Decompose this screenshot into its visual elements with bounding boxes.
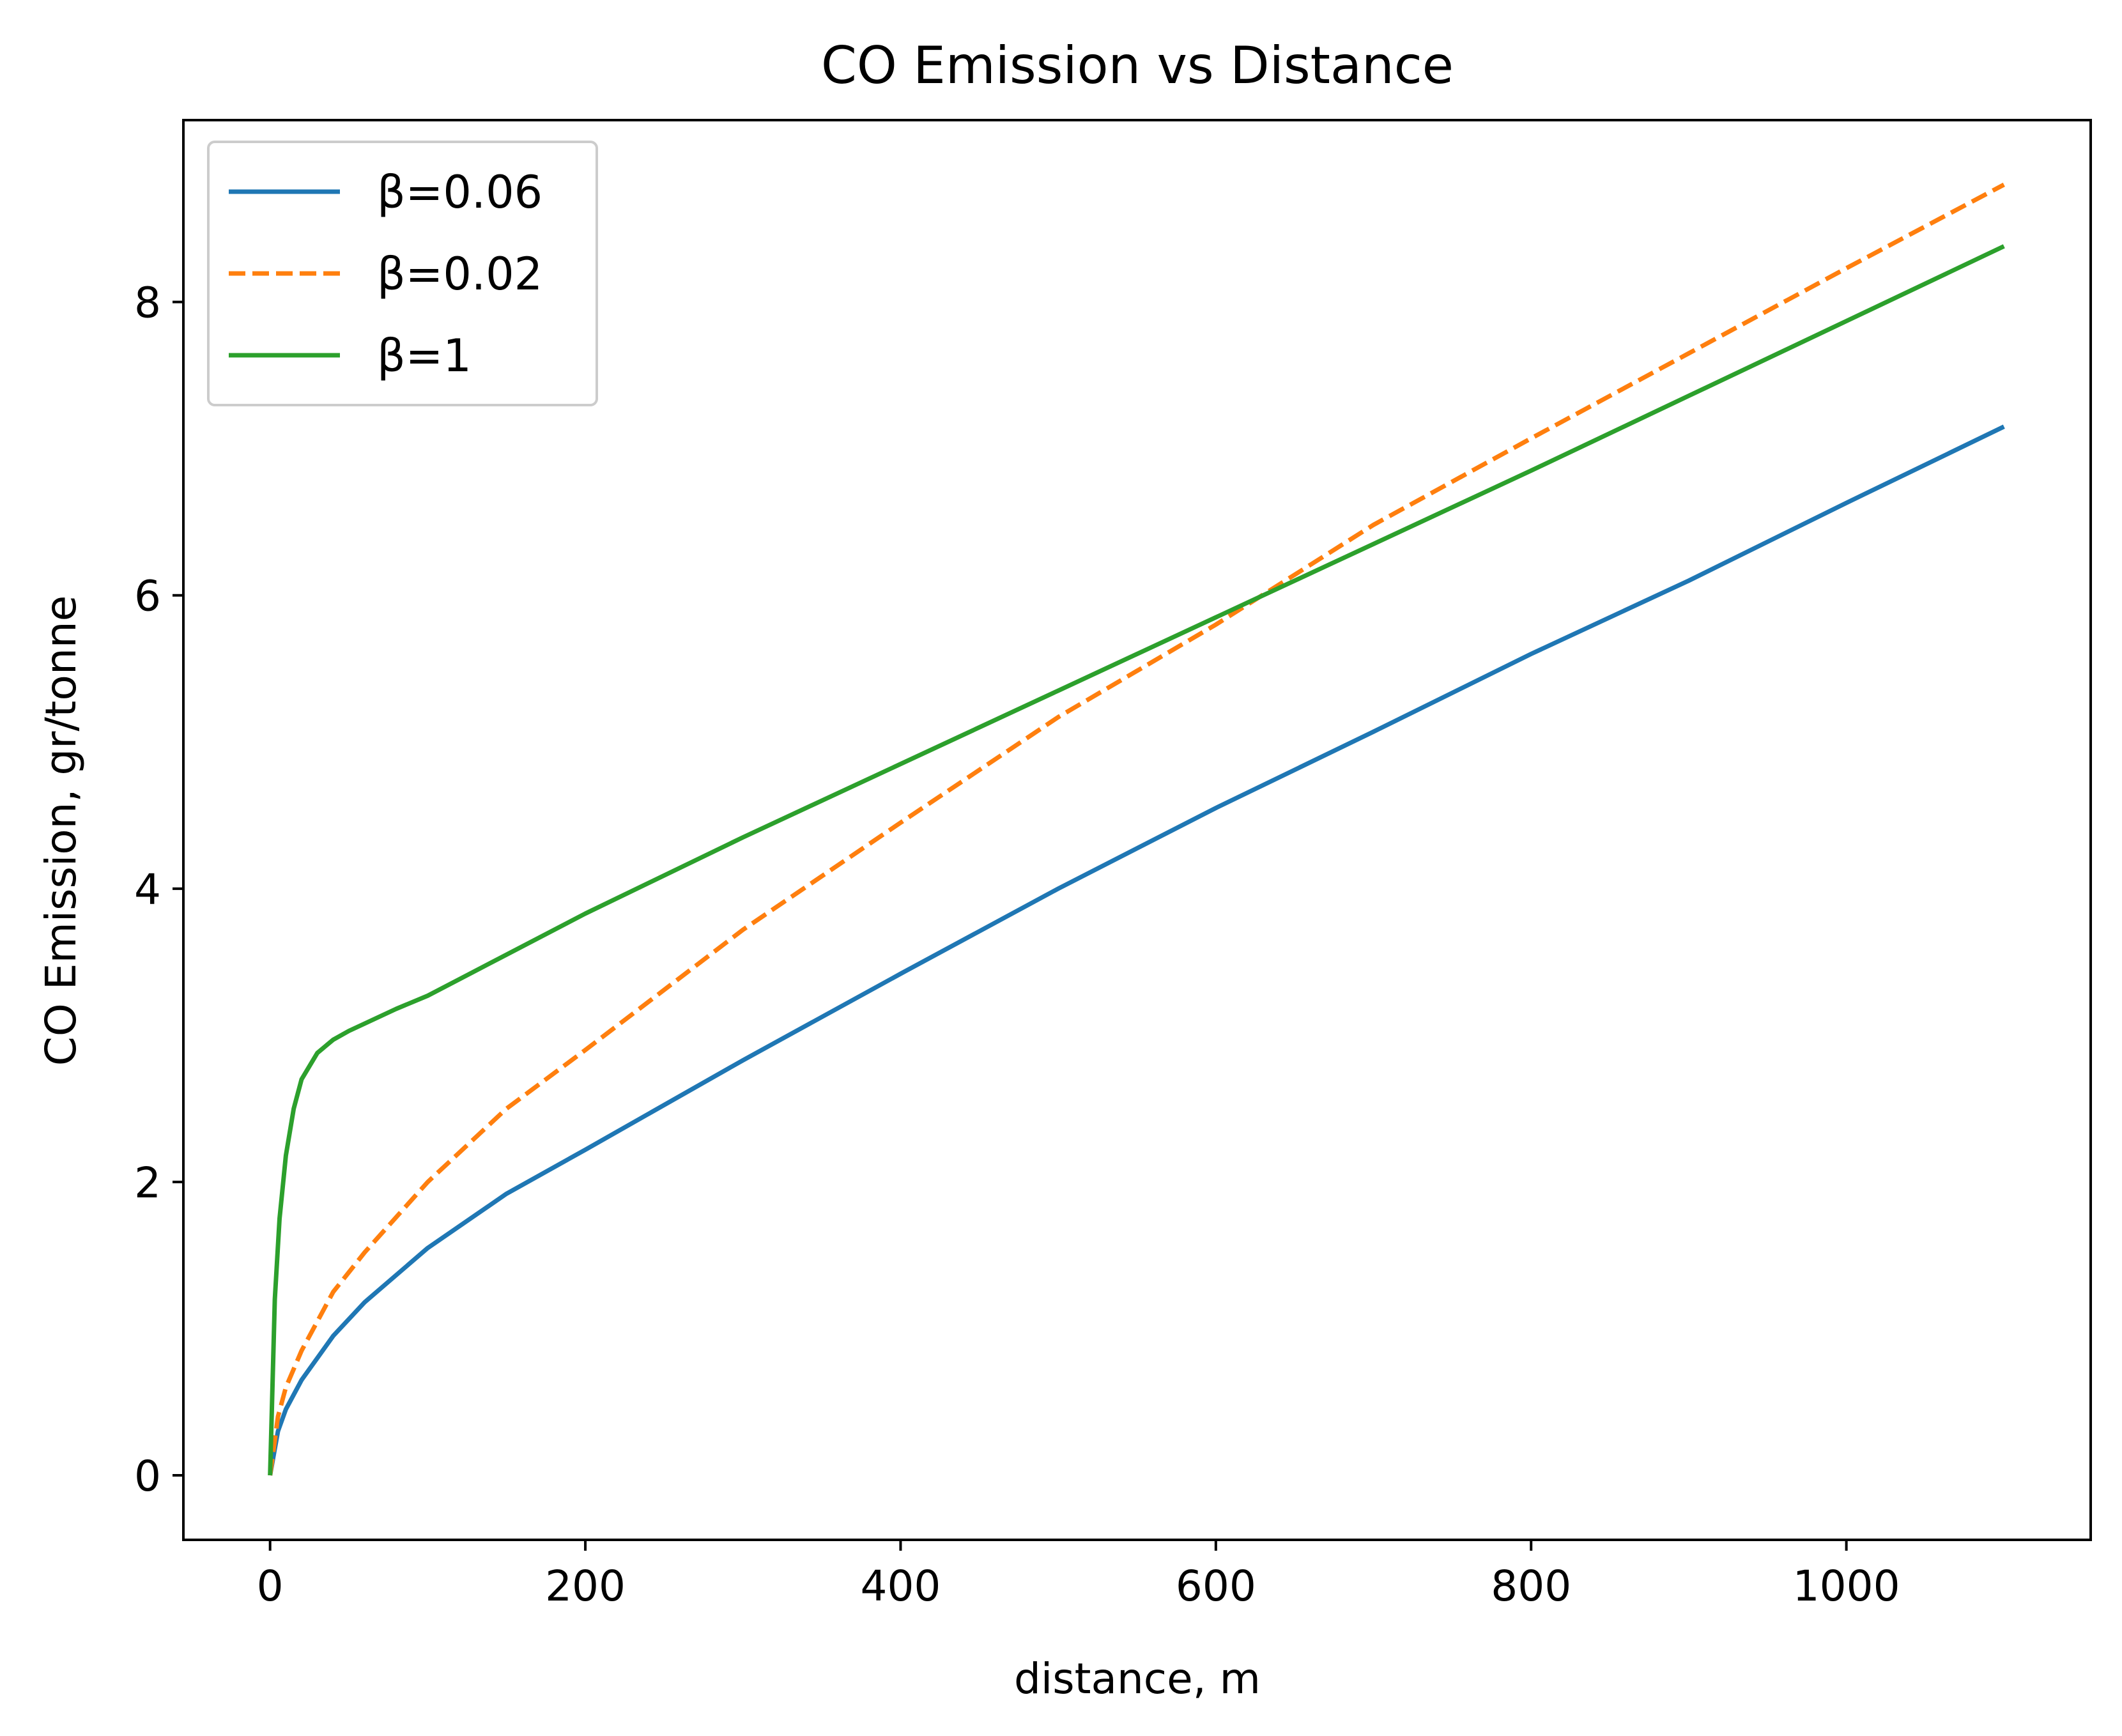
chart-title: CO Emission vs Distance xyxy=(821,36,1454,95)
series-layer xyxy=(268,182,2005,1476)
legend-label-3: β=1 xyxy=(377,330,472,382)
y-tick-label: 8 xyxy=(134,279,161,328)
x-tick-label: 0 xyxy=(257,1562,284,1611)
y-axis-ticks: 0 2 4 6 8 xyxy=(134,279,183,1501)
legend-items: β=0.06 β=0.02 β=1 xyxy=(229,166,542,382)
legend-label-2: β=0.02 xyxy=(377,248,542,300)
plot-frame xyxy=(182,119,2092,1541)
legend: β=0.06 β=0.02 β=1 xyxy=(207,141,598,406)
legend-label-1: β=0.06 xyxy=(377,166,542,219)
legend-box xyxy=(207,141,598,406)
y-tick-label: 6 xyxy=(134,572,161,621)
x-tick-label: 800 xyxy=(1491,1562,1571,1611)
y-tick-label: 4 xyxy=(134,865,161,914)
x-tick-label: 1000 xyxy=(1793,1562,1900,1611)
x-axis-label: distance, m xyxy=(1014,1654,1261,1703)
x-tick-label: 600 xyxy=(1176,1562,1256,1611)
x-tick-label: 400 xyxy=(860,1562,941,1611)
series-line-3 xyxy=(268,244,2005,1476)
x-tick-label: 200 xyxy=(545,1562,626,1611)
series-line-1 xyxy=(268,424,2005,1476)
y-tick-label: 0 xyxy=(134,1452,161,1501)
y-tick-label: 2 xyxy=(134,1158,161,1208)
y-axis-label: CO Emission, gr/tonne xyxy=(36,595,86,1066)
x-axis-ticks: 0 200 400 600 800 1000 xyxy=(257,1540,1900,1611)
series-line-2 xyxy=(268,182,2005,1476)
